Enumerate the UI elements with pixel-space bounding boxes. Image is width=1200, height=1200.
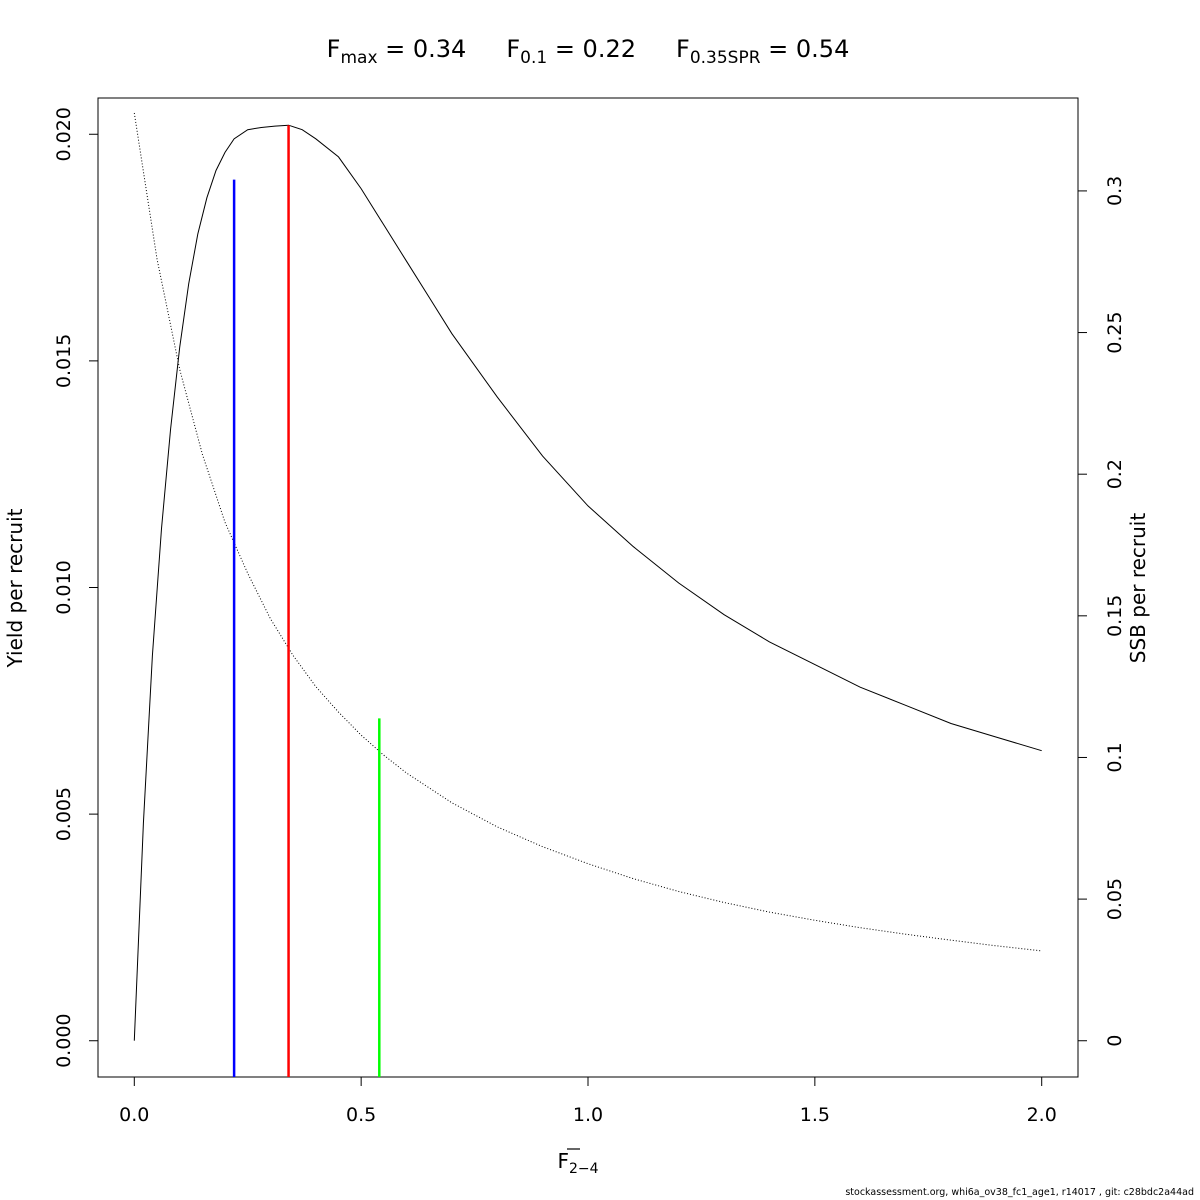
- y-right-tick-label: 0.2: [1104, 459, 1126, 489]
- fspr-value: = 0.54: [761, 35, 850, 63]
- fmax-value: = 0.34: [378, 35, 467, 63]
- y-right-tick-label: 0.15: [1104, 595, 1126, 637]
- y-left-tick-label: 0.020: [53, 107, 75, 161]
- x-tick-label: 0.5: [346, 1104, 376, 1126]
- x-tick-label: 2.0: [1027, 1104, 1057, 1126]
- f01-symbol: F: [506, 35, 520, 63]
- y-axis-left-title: Yield per recruit: [3, 508, 27, 668]
- x-axis: 0.0 0.5 1.0 1.5 2.0: [119, 1077, 1057, 1126]
- y-left-tick-label: 0.015: [53, 334, 75, 388]
- series-layer: [133, 112, 1042, 1041]
- y-left-tick-label: 0.010: [53, 560, 75, 614]
- y-right-tick-label: 0.1: [1104, 742, 1126, 772]
- ssb-per-recruit-line: [133, 112, 1042, 952]
- footnote: stockassessment.org, whi6a_ov38_fc1_age1…: [845, 1187, 1194, 1198]
- fspr-symbol: F: [676, 35, 690, 63]
- reference-lines: [232, 125, 381, 1077]
- y-axis-right: 0 0.05 0.1 0.15 0.2 0.25 0.3: [1078, 176, 1126, 1047]
- y-right-tick-label: 0.25: [1104, 311, 1126, 353]
- y-right-tick-label: 0.3: [1104, 176, 1126, 206]
- f01-subscript: 0.1: [520, 48, 547, 68]
- y-left-tick-label: 0.005: [53, 787, 75, 841]
- yield-per-recruit-line: [133, 124, 1042, 1041]
- y-right-tick-label: 0.05: [1104, 878, 1126, 920]
- chart-title: Fmax = 0.34 F0.1 = 0.22 F0.35SPR = 0.54: [327, 35, 850, 68]
- plot-frame: [97, 97, 1079, 1078]
- y-left-tick-label: 0.000: [53, 1013, 75, 1067]
- x-tick-label: 1.0: [573, 1104, 603, 1126]
- f01-value: = 0.22: [547, 35, 636, 63]
- x-tick-label: 0.0: [119, 1104, 149, 1126]
- x-axis-title-sub: 2−4: [569, 1161, 599, 1177]
- y-right-tick-label: 0: [1104, 1035, 1126, 1047]
- fspr-subscript: 0.35SPR: [690, 48, 761, 68]
- fmax-symbol: F: [327, 35, 341, 63]
- x-axis-title-main: F: [557, 1149, 569, 1173]
- x-axis-title: F2−4: [557, 1149, 598, 1177]
- y-axis-right-title: SSB per recruit: [1126, 513, 1150, 664]
- y-axis-left: 0.000 0.005 0.010 0.015 0.020: [53, 107, 98, 1068]
- fmax-subscript: max: [340, 48, 377, 68]
- x-tick-label: 1.5: [800, 1104, 830, 1126]
